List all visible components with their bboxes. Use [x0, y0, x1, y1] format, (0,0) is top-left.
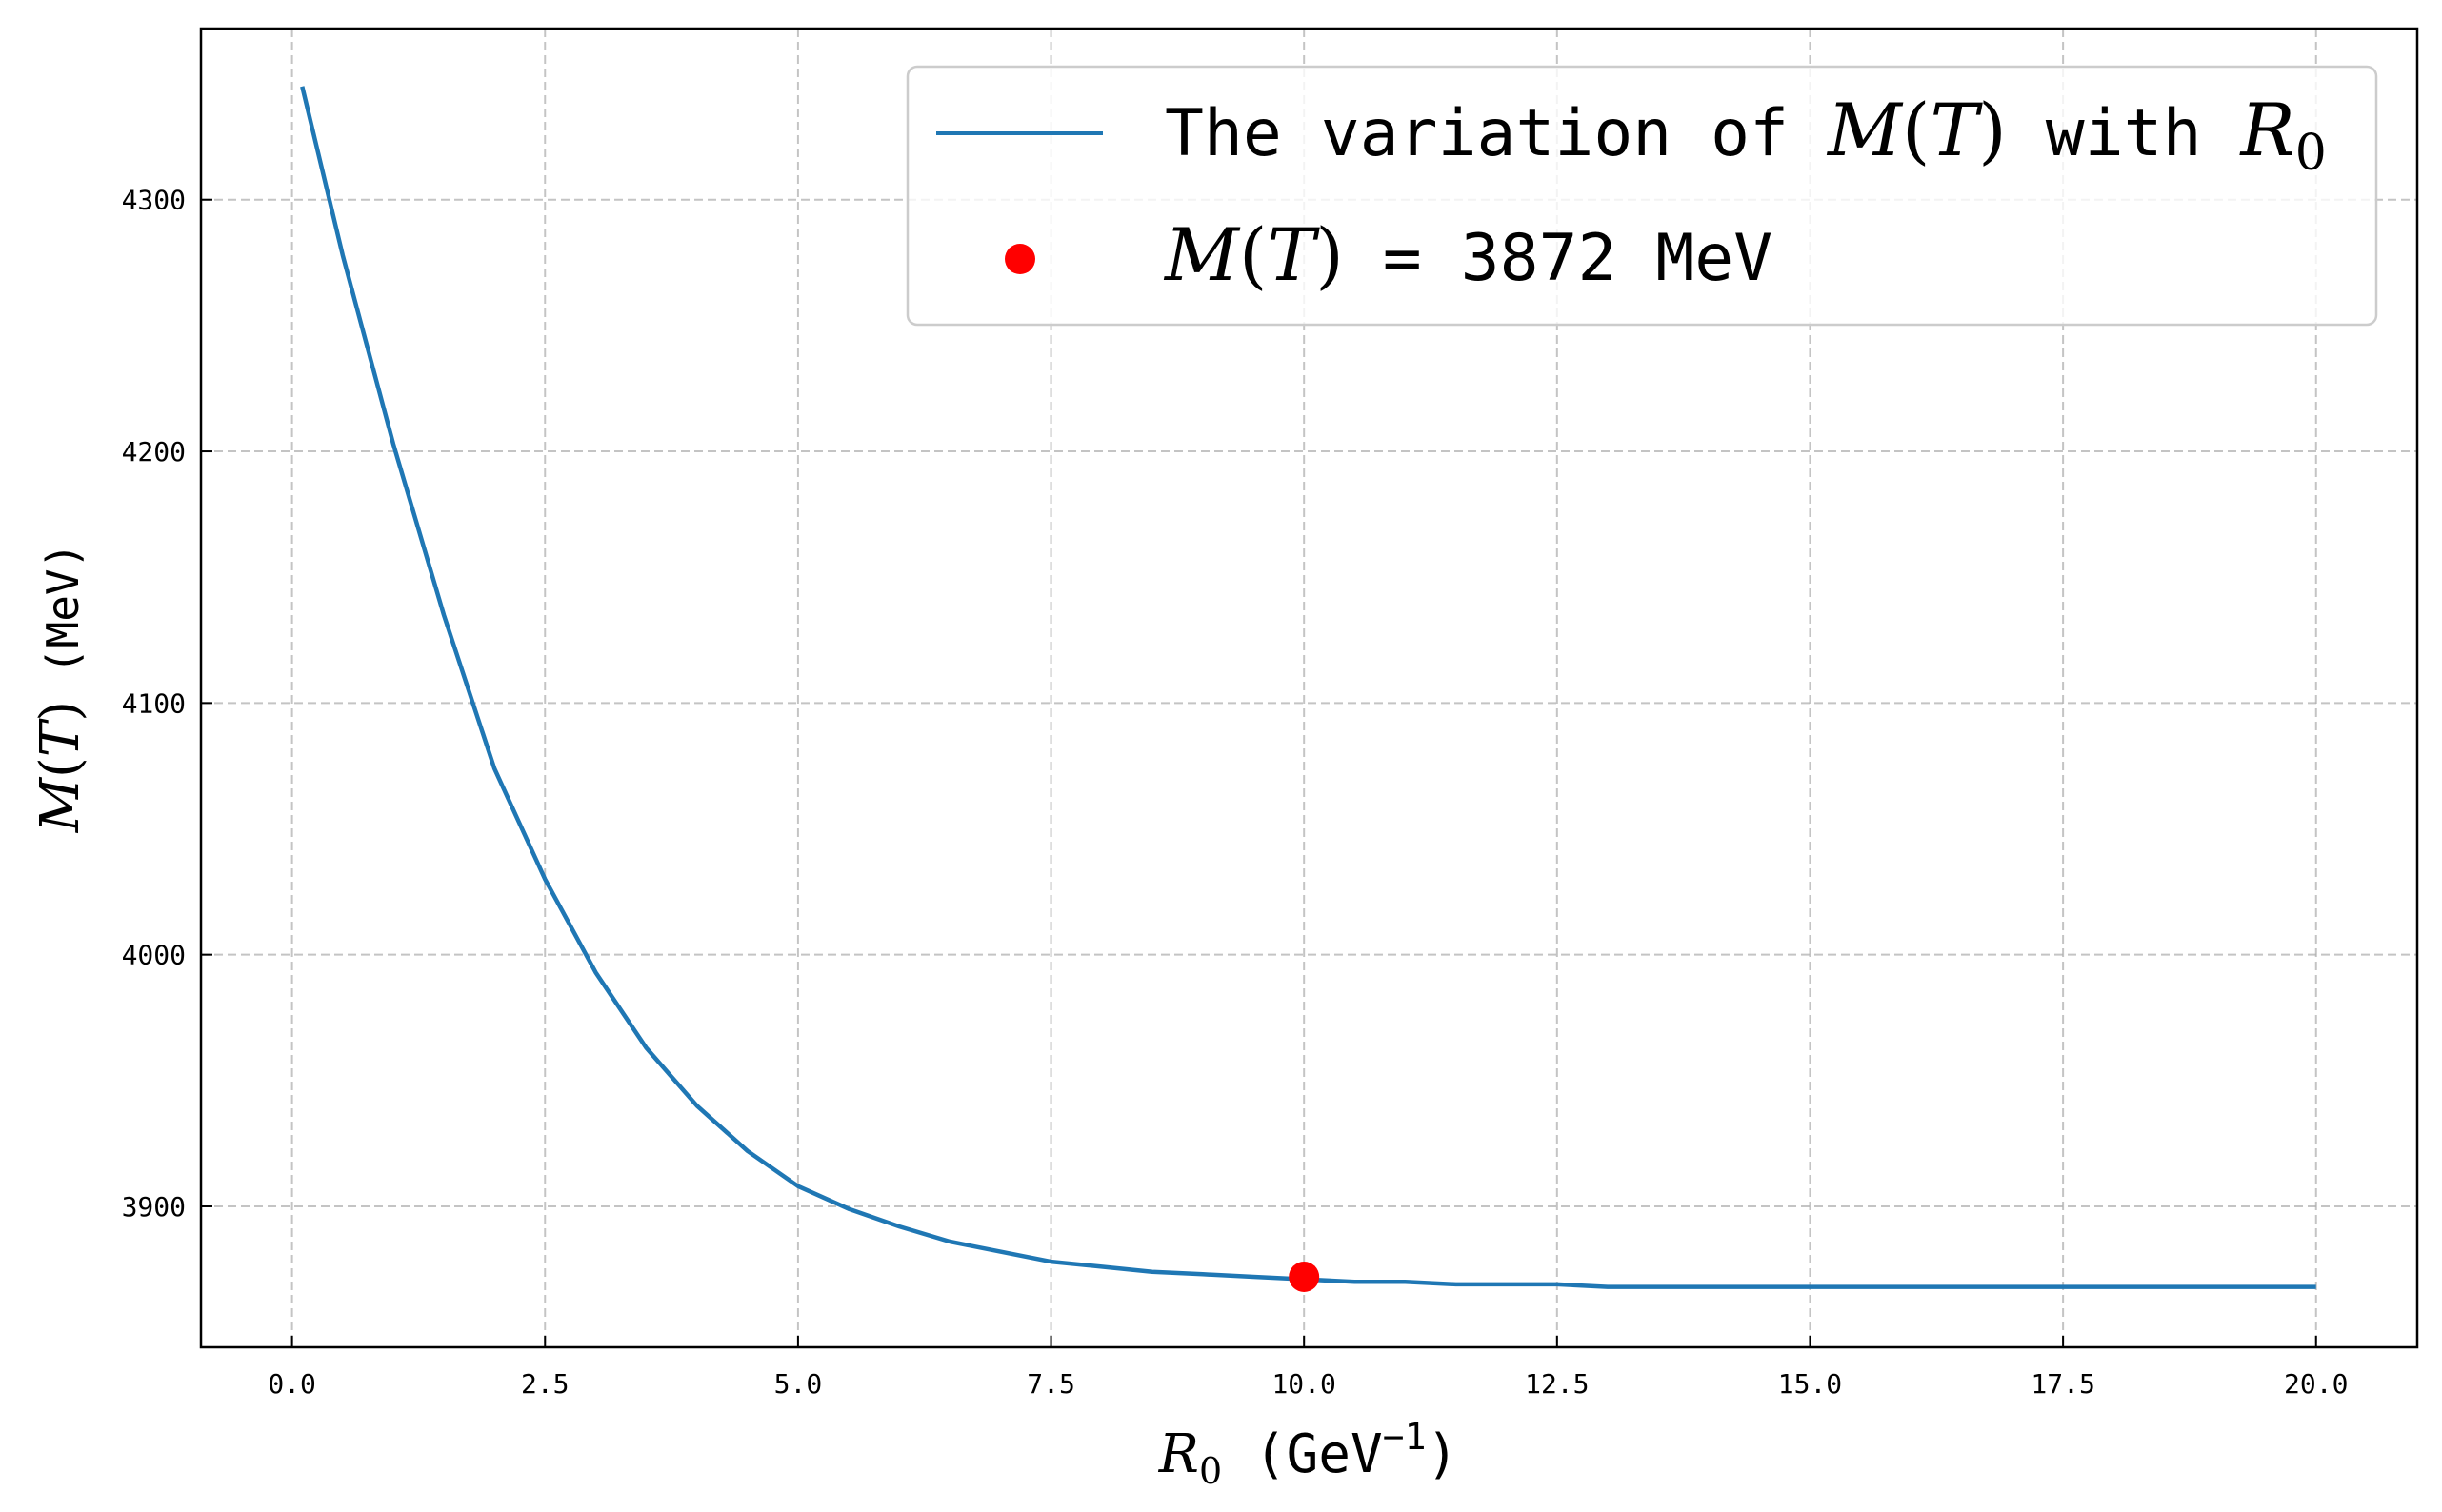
legend-box [906, 65, 2378, 327]
ticks: 0.0 2.5 5.0 7.5 10.0 12.5 15.0 17.5 20.0 3900 4000… [122, 185, 2349, 1400]
series-line [300, 86, 2316, 1289]
x-tick-label: 10.0 [1271, 1368, 1335, 1400]
x-tick-label: 2.5 [521, 1368, 570, 1400]
axes-frame [199, 27, 2419, 1349]
legend-label-point: M(T) = 3872 MeV [1163, 212, 1772, 297]
x-tick-label: 0.0 [268, 1368, 316, 1400]
x-tick-label: 17.5 [2031, 1368, 2094, 1400]
legend-label-curve: The variation of M(T) with R0 [1165, 88, 2327, 182]
y-axis-label: M(T) (MeV) [30, 543, 91, 834]
y-tick-label: 4200 [122, 436, 186, 468]
y-tick-label: 4100 [122, 687, 186, 719]
plot-area [300, 86, 2316, 1292]
x-tick-label: 7.5 [1027, 1368, 1075, 1400]
y-tick-label: 4300 [122, 185, 186, 216]
x-tick-label: 12.5 [1525, 1368, 1589, 1400]
y-tick-label: 4000 [122, 940, 186, 971]
legend: The variation of M(T) with R0 M(T) = 387… [906, 65, 2378, 327]
x-tick-label: 15.0 [1778, 1368, 1842, 1400]
x-axis-label: R0 (GeV−1) [1158, 1416, 1458, 1492]
highlight-point [1289, 1261, 1320, 1292]
x-tick-label: 20.0 [2284, 1368, 2348, 1400]
y-tick-label: 3900 [122, 1191, 186, 1223]
x-tick-label: 5.0 [774, 1368, 823, 1400]
legend-point-swatch [1005, 244, 1035, 274]
